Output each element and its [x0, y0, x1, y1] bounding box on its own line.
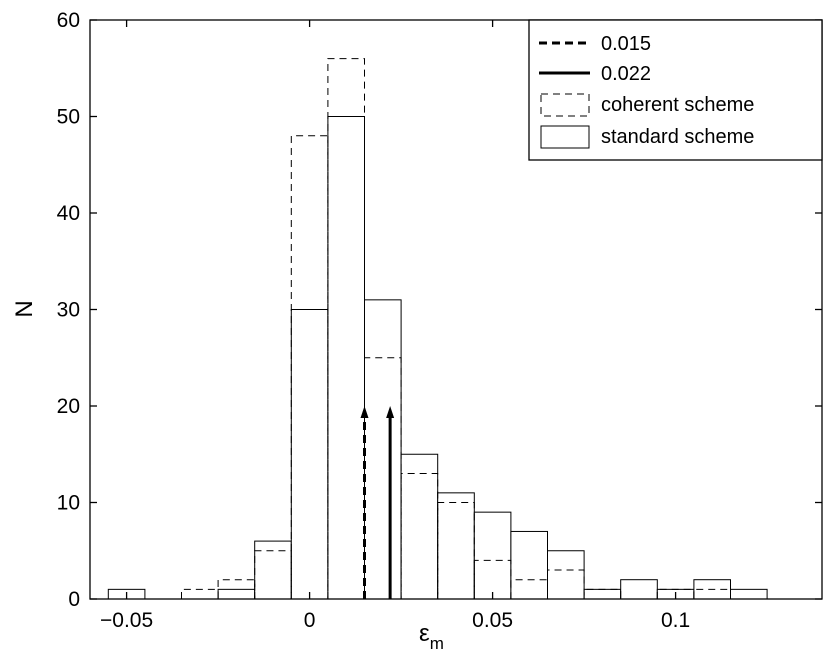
standard-bar — [437, 492, 475, 600]
coherent-bar — [510, 579, 548, 599]
standard-bar — [510, 530, 548, 600]
x-axis-label: εm — [419, 620, 444, 653]
standard-bar — [290, 309, 329, 600]
standard-bar — [327, 116, 365, 600]
standard-bar — [547, 550, 585, 600]
legend-label-0022: 0.022 — [601, 63, 651, 85]
coherent-bar — [181, 588, 219, 599]
x-tick-label: −0.05 — [100, 609, 153, 632]
x-tick-label: 0 — [304, 609, 316, 632]
standard-bar — [473, 511, 512, 600]
y-tick-label: 40 — [57, 202, 80, 225]
x-tick-label: 0.05 — [472, 609, 513, 632]
x-tick-label: 0.1 — [661, 609, 690, 632]
standard-bar — [254, 540, 292, 600]
legend-swatch-coherent — [540, 93, 590, 117]
legend-swatch-standard — [540, 125, 590, 149]
legend: 0.015 0.022 coherent scheme standard sch… — [528, 19, 823, 161]
y-tick-label: 20 — [57, 395, 80, 418]
standard-bar — [217, 588, 256, 600]
axis-ticks: −0.05 0 0.05 0.1 0 10 20 30 40 50 60 — [57, 9, 822, 632]
legend-box — [528, 19, 823, 161]
y-tick-label: 50 — [57, 106, 80, 129]
standard-bar — [730, 588, 768, 600]
y-tick-label: 10 — [57, 492, 80, 515]
y-tick-label: 60 — [57, 9, 80, 32]
standard-bar — [400, 453, 439, 600]
x-axis-label-subscript: m — [430, 634, 444, 653]
x-axis-label-main: ε — [419, 620, 430, 647]
coherent-bar — [547, 569, 585, 599]
standard-bar — [364, 299, 402, 600]
y-tick-label: 0 — [68, 588, 80, 611]
marker-arrows — [360, 406, 395, 599]
y-tick-label: 30 — [57, 299, 80, 322]
coherent-bar — [290, 135, 329, 599]
coherent-bar — [437, 502, 475, 599]
marker-arrowhead — [360, 406, 369, 418]
coherent-bar — [693, 588, 731, 599]
legend-label-standard: standard scheme — [601, 126, 754, 148]
legend-label-coherent: coherent scheme — [601, 94, 754, 116]
marker-arrowhead — [386, 406, 395, 418]
legend-label-0015: 0.015 — [601, 33, 651, 55]
standard-bar — [583, 588, 622, 600]
coherent-bar — [327, 58, 365, 599]
standard-scheme-bars — [107, 116, 768, 600]
coherent-bar — [217, 579, 256, 599]
coherent-bar — [583, 588, 622, 599]
coherent-bar — [400, 473, 439, 599]
standard-bar — [620, 579, 658, 600]
y-axis-label: N — [11, 300, 38, 317]
